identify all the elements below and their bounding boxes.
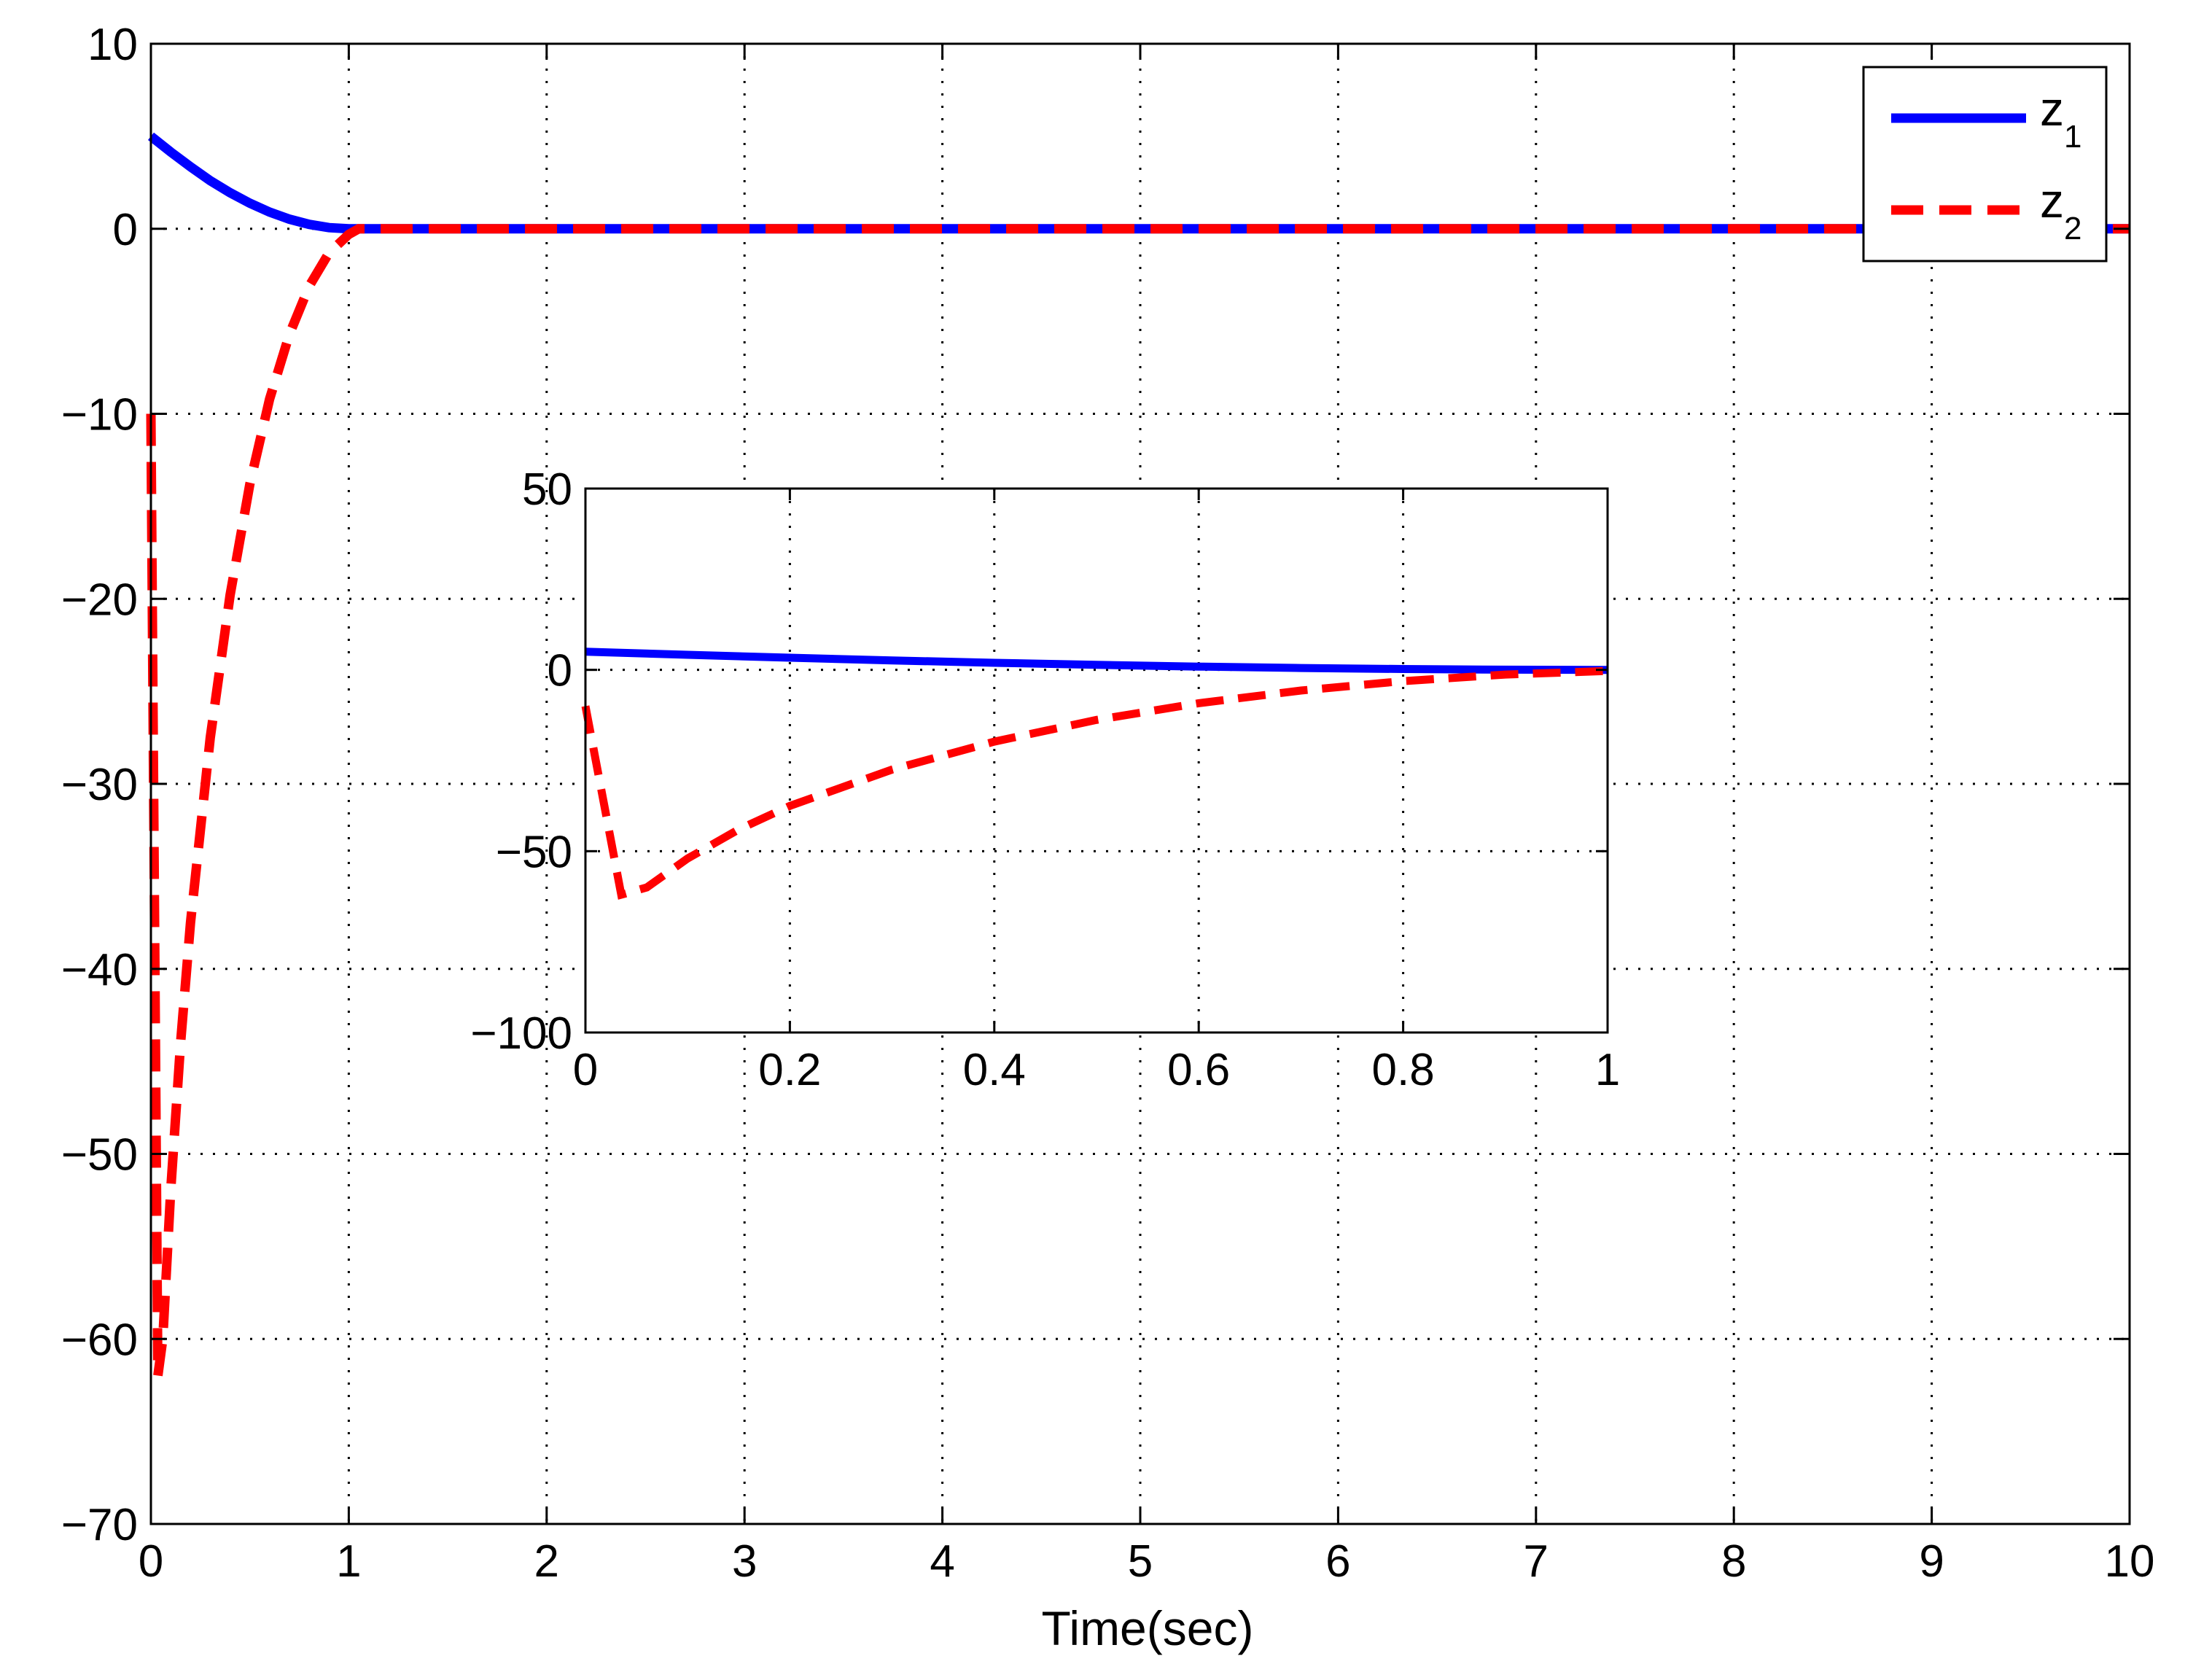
main-x-axis-label: Time(sec) <box>1042 1601 1254 1655</box>
inset-x-tick-label: 0 <box>573 1045 598 1095</box>
legend-label-z2: z2 <box>2040 174 2081 246</box>
main-x-tick-label: 7 <box>1524 1536 1549 1587</box>
inset-x-tick-label: 1 <box>1595 1045 1620 1095</box>
main-x-tick-label: 3 <box>732 1536 757 1587</box>
inset-x-tick-label: 0.2 <box>758 1045 821 1095</box>
legend-box <box>1862 66 2108 262</box>
main-y-tick-label: 0 <box>113 205 138 255</box>
inset-plot-background <box>585 489 1608 1032</box>
legend-label-base: z <box>2040 82 2064 136</box>
inset-series-z1-line <box>585 648 1608 674</box>
legend-label-base: z <box>2040 174 2064 228</box>
inset-axes-frame <box>584 487 1609 1034</box>
main-y-tick-label: −20 <box>61 575 138 625</box>
main-x-tick-label: 8 <box>1721 1536 1746 1587</box>
inset-y-tick-label: 50 <box>522 464 572 515</box>
main-x-tick-label: 10 <box>2105 1536 2155 1587</box>
main-y-tick-label: −40 <box>61 945 138 995</box>
main-x-tick-label: 6 <box>1325 1536 1350 1587</box>
inset-chart-group: 0 0.2 0.4 0.6 0.8 1 50 0 −50 −100 <box>470 464 1620 1095</box>
main-y-tick-label: −30 <box>61 760 138 810</box>
legend-label-z1: z1 <box>2040 82 2081 155</box>
main-x-tick-label: 4 <box>930 1536 954 1587</box>
main-x-tick-label: 2 <box>534 1536 559 1587</box>
inset-y-tick-label: −50 <box>496 827 572 877</box>
main-y-tick-label: −50 <box>61 1130 138 1181</box>
inset-y-tick-label: 0 <box>548 646 572 696</box>
main-x-tick-label: 5 <box>1128 1536 1153 1587</box>
legend-label-subscript: 1 <box>2064 119 2081 155</box>
main-y-tick-label: −10 <box>61 390 138 440</box>
legend-label-subscript: 2 <box>2064 211 2081 246</box>
inset-y-tick-label: −100 <box>470 1008 572 1059</box>
main-x-tick-label: 1 <box>336 1536 361 1587</box>
main-x-tick-label: 9 <box>1919 1536 1944 1587</box>
main-y-tick-label: −70 <box>61 1500 138 1550</box>
inset-x-tick-label: 0.8 <box>1371 1045 1434 1095</box>
main-x-tick-label: 0 <box>139 1536 163 1587</box>
main-y-tick-label: 10 <box>87 20 138 70</box>
inset-x-tick-label: 0.6 <box>1167 1045 1230 1095</box>
inset-x-tick-label: 0.4 <box>963 1045 1026 1095</box>
inset-series-z2-line <box>581 666 1608 900</box>
main-y-tick-label: −60 <box>61 1315 138 1365</box>
